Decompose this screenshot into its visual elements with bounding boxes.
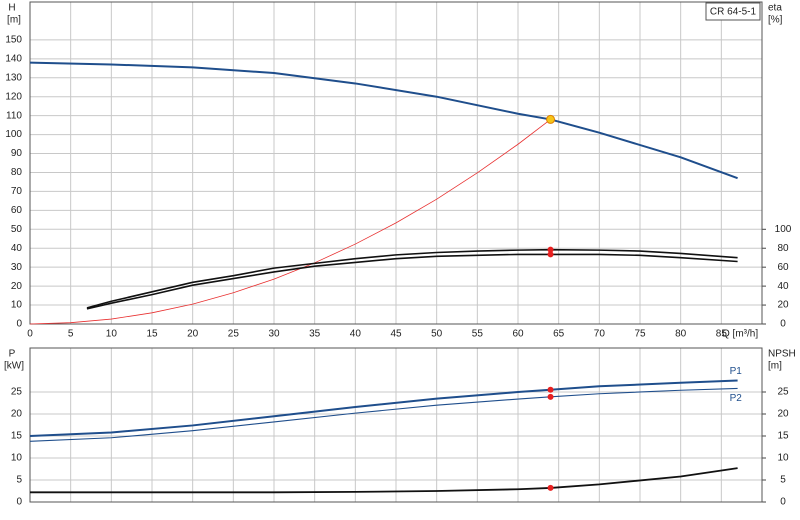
x-tick-label: 35 xyxy=(309,329,321,340)
y-tick-label: 10 xyxy=(11,300,23,311)
y-axis-label: P xyxy=(9,349,16,360)
x-tick-label: 60 xyxy=(512,329,524,340)
operating-point xyxy=(547,484,554,491)
operating-point xyxy=(547,393,554,400)
y2-axis-unit: [%] xyxy=(768,15,783,26)
operating-point xyxy=(547,246,554,253)
x-tick-label: 20 xyxy=(187,329,199,340)
y-tick-label: 120 xyxy=(5,91,22,102)
chart-title: CR 64-5-1 xyxy=(710,7,757,18)
x-tick-label: 75 xyxy=(634,329,646,340)
y2-tick-label: 20 xyxy=(777,409,789,420)
x-tick-label: 65 xyxy=(553,329,565,340)
y-tick-label: 5 xyxy=(16,475,22,486)
y-tick-label: 130 xyxy=(5,72,22,83)
y-tick-label: 90 xyxy=(11,148,23,159)
y-tick-label: 40 xyxy=(11,243,23,254)
operating-point xyxy=(547,251,554,258)
y2-tick-label: 20 xyxy=(777,300,789,311)
x-tick-label: 0 xyxy=(27,329,33,340)
y2-tick-label: 100 xyxy=(775,224,792,235)
y2-tick-label: 0 xyxy=(780,319,786,330)
y2-axis-label: NPSH xyxy=(768,349,796,360)
y-tick-label: 0 xyxy=(16,319,22,330)
y2-tick-label: 40 xyxy=(777,281,789,292)
y-axis-label: H xyxy=(8,3,15,14)
y-tick-label: 15 xyxy=(11,431,23,442)
operating-point xyxy=(547,386,554,393)
y-tick-label: 50 xyxy=(11,224,23,235)
y2-tick-label: 15 xyxy=(777,431,789,442)
x-tick-label: 55 xyxy=(472,329,484,340)
y-tick-label: 25 xyxy=(11,387,23,398)
x-tick-label: 80 xyxy=(675,329,687,340)
x-tick-label: 15 xyxy=(146,329,158,340)
x-tick-label: 30 xyxy=(268,329,280,340)
series-line xyxy=(29,379,738,437)
y2-tick-label: 25 xyxy=(777,387,789,398)
series-label: P2 xyxy=(730,393,743,404)
y-tick-label: 100 xyxy=(5,129,22,140)
title-box xyxy=(705,2,761,21)
y2-tick-label: 60 xyxy=(777,262,789,273)
x-tick-label: 85 xyxy=(716,329,728,340)
y-tick-label: 80 xyxy=(11,167,23,178)
y-tick-label: 30 xyxy=(11,262,23,273)
x-tick-label: 25 xyxy=(228,329,240,340)
x-tick-label: 50 xyxy=(431,329,443,340)
x-tick-label: 5 xyxy=(68,329,74,340)
series-line xyxy=(86,248,738,309)
series-label: P1 xyxy=(730,366,743,377)
y-tick-label: 20 xyxy=(11,281,23,292)
y-tick-label: 70 xyxy=(11,186,23,197)
y-tick-label: 0 xyxy=(16,497,22,508)
y-tick-label: 140 xyxy=(5,53,22,64)
series-line xyxy=(86,253,738,310)
series-line xyxy=(29,61,738,180)
x-tick-label: 70 xyxy=(594,329,606,340)
y-tick-label: 20 xyxy=(11,409,23,420)
y-tick-label: 110 xyxy=(6,110,22,121)
y-tick-label: 10 xyxy=(11,453,23,464)
series-line xyxy=(30,467,738,494)
y-axis-unit: [m] xyxy=(7,15,21,26)
y-tick-label: 60 xyxy=(11,205,23,216)
y-tick-label: 150 xyxy=(5,35,22,46)
y2-axis-unit: [m] xyxy=(768,361,782,372)
y-axis-unit: [kW] xyxy=(4,361,24,372)
x-axis-label: Q [m³/h] xyxy=(722,329,758,340)
plot-frame xyxy=(29,1,763,325)
x-tick-label: 40 xyxy=(350,329,362,340)
series-line xyxy=(29,387,738,442)
operating-point xyxy=(546,114,556,124)
y2-axis-label: eta xyxy=(768,3,782,14)
y2-tick-label: 5 xyxy=(780,475,786,486)
x-tick-label: 10 xyxy=(106,329,118,340)
y2-tick-label: 80 xyxy=(777,243,789,254)
series-line xyxy=(29,119,551,325)
plot-frame xyxy=(29,347,763,503)
y2-tick-label: 0 xyxy=(780,497,786,508)
y2-tick-label: 10 xyxy=(777,453,789,464)
x-tick-label: 45 xyxy=(390,329,402,340)
